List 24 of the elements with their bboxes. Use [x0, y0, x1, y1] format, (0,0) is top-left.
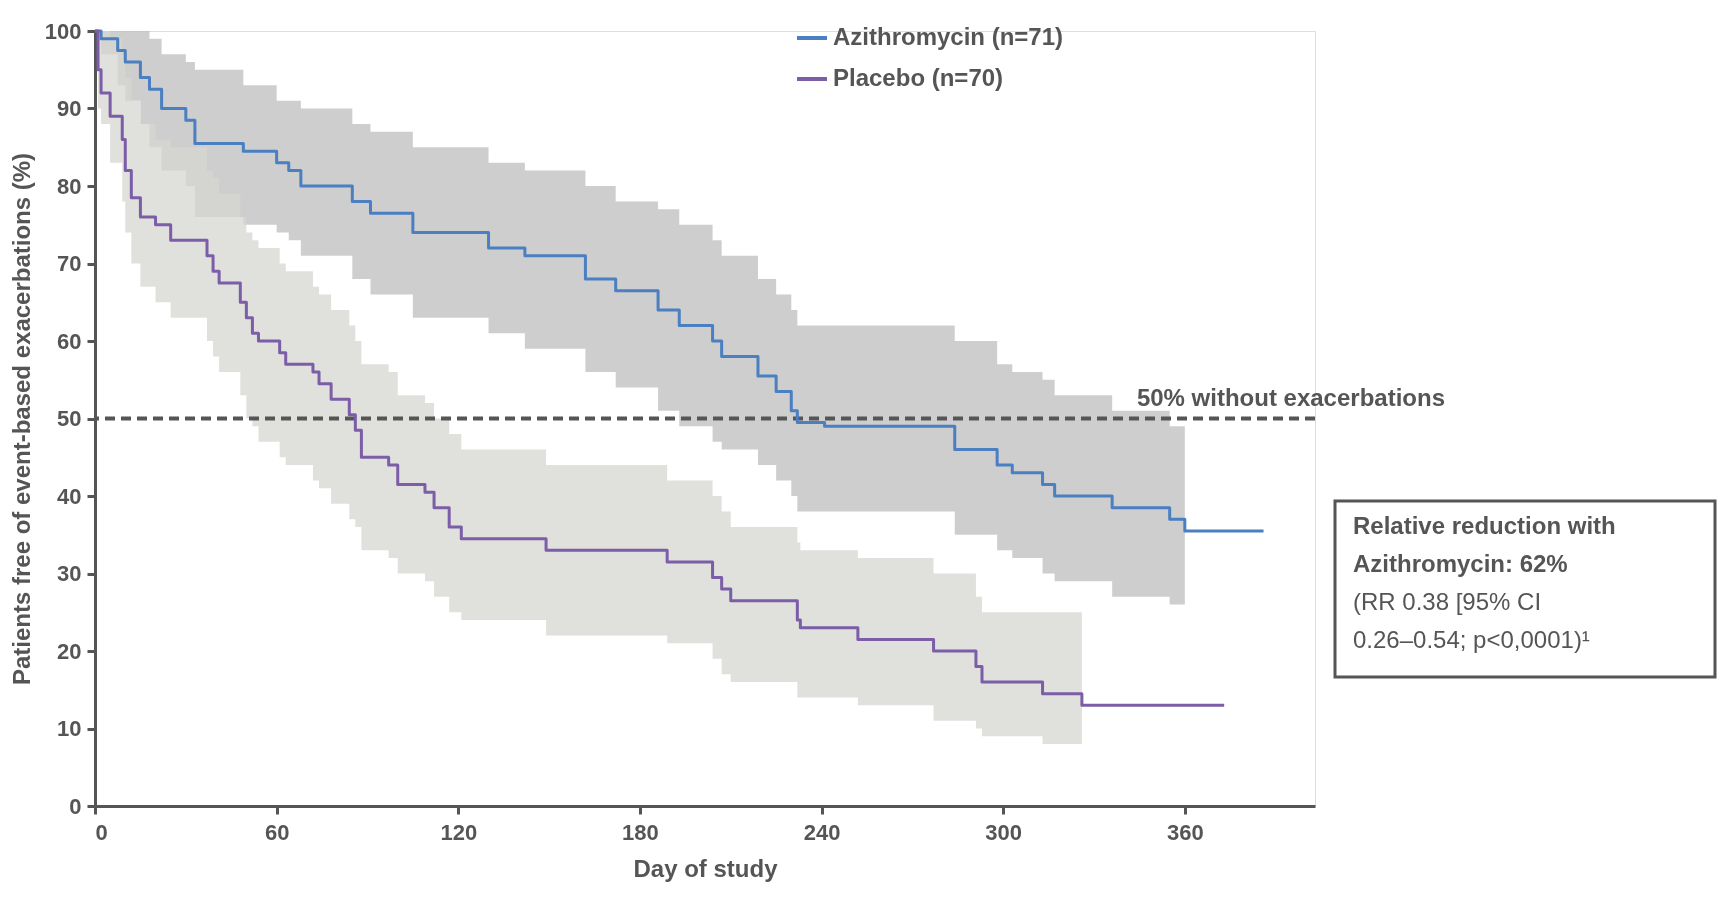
- legend-label: Azithromycin (n=71): [833, 23, 1064, 50]
- y-tick-label: 70: [57, 251, 82, 276]
- y-tick-label: 60: [57, 328, 82, 354]
- ref-line-label: 50% without exacerbations: [1136, 383, 1445, 411]
- y-tick-label: 20: [57, 638, 82, 664]
- y-tick-label: 100: [44, 18, 82, 44]
- x-tick-label: 240: [803, 819, 841, 845]
- x-tick-label: 120: [440, 819, 478, 845]
- y-tick-label: 40: [57, 483, 82, 509]
- x-tick-label: 0: [95, 819, 108, 845]
- x-axis-title: Day of study: [633, 854, 779, 882]
- y-tick-label: 10: [57, 716, 82, 741]
- y-tick-label: 90: [57, 96, 82, 121]
- y-tick-label: 30: [57, 561, 82, 586]
- x-tick-label: 360: [1166, 819, 1204, 845]
- y-tick-label: 80: [57, 173, 82, 199]
- y-tick-label: 0: [69, 793, 82, 819]
- text: Relative reduction with Azithromycin: 62% (RR 0.38 [95% CI 0.26–0.54; p<0,0001)¹: [1353, 512, 1616, 653]
- y-axis-title: Patients free of event-based exacerbations (%): [7, 152, 35, 686]
- x-tick-label: 180: [622, 819, 659, 845]
- x-tick-label: 300: [985, 819, 1023, 845]
- y-tick-label: 50: [57, 406, 82, 431]
- x-tick-label: 60: [264, 819, 290, 845]
- legend-label: Placebo (n=70): [833, 64, 1004, 91]
